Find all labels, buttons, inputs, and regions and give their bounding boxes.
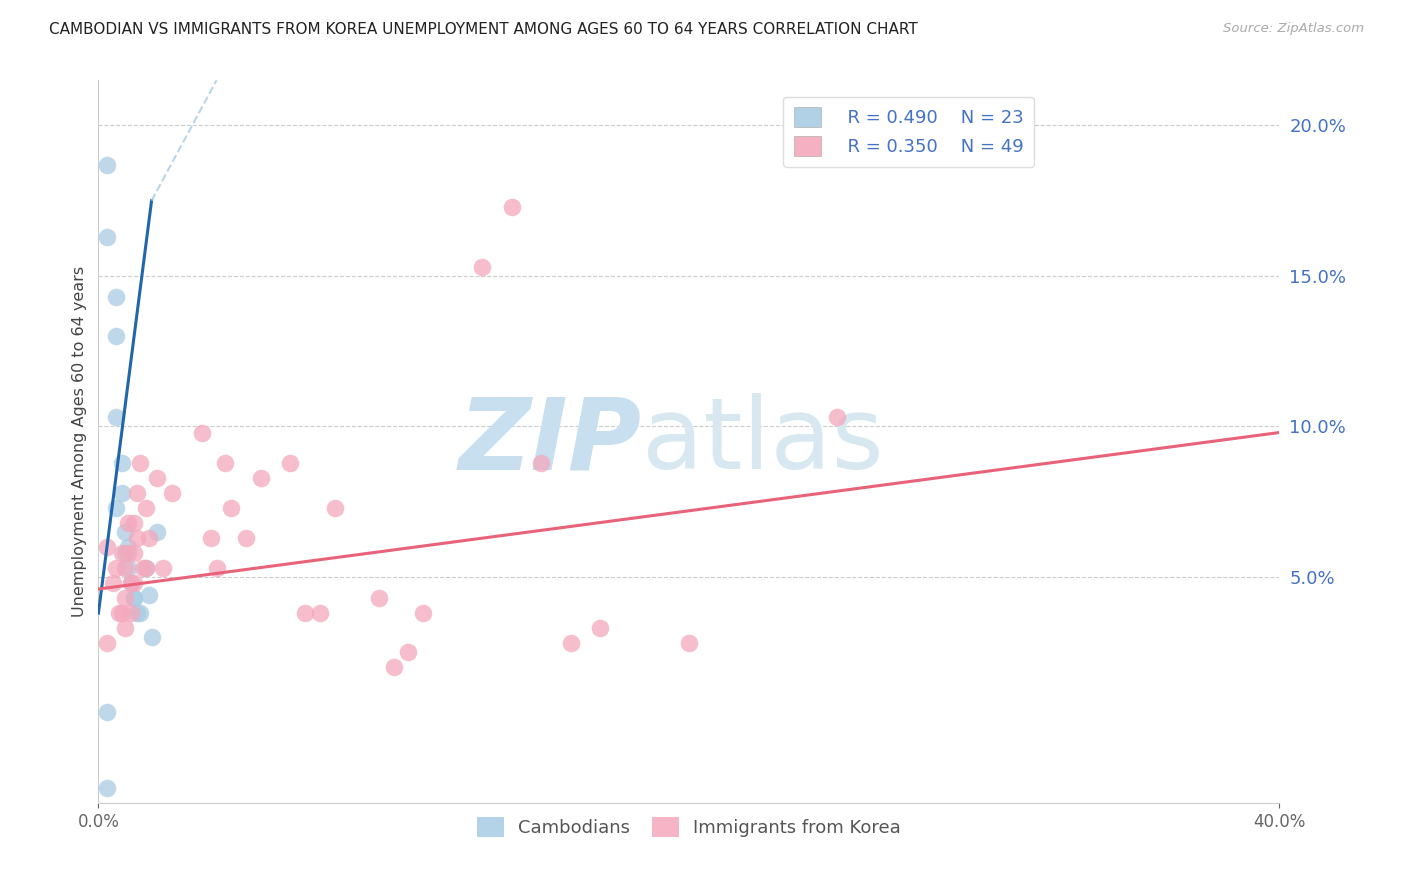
Point — [114, 591, 136, 606]
Point — [135, 500, 157, 515]
Y-axis label: Unemployment Among Ages 60 to 64 years: Unemployment Among Ages 60 to 64 years — [72, 266, 87, 617]
Point — [589, 621, 612, 635]
Point — [105, 290, 128, 304]
Point — [128, 606, 150, 620]
Point — [125, 485, 148, 500]
Point — [135, 561, 157, 575]
Point — [125, 606, 148, 620]
Point — [114, 546, 136, 560]
Point — [235, 531, 257, 545]
Point — [146, 470, 169, 484]
Point — [103, 576, 125, 591]
Point — [122, 576, 145, 591]
Point — [138, 588, 160, 602]
Point — [122, 591, 145, 606]
Point — [96, 706, 118, 720]
Point — [105, 329, 128, 343]
Point — [382, 660, 405, 674]
Point — [120, 576, 142, 591]
Point — [120, 606, 142, 620]
Point — [205, 561, 228, 575]
Text: atlas: atlas — [641, 393, 883, 490]
Point — [114, 561, 136, 575]
Point — [111, 456, 134, 470]
Point — [368, 591, 391, 606]
Point — [122, 591, 145, 606]
Point — [111, 485, 134, 500]
Point — [96, 229, 118, 244]
Point — [96, 540, 118, 554]
Point — [309, 606, 332, 620]
Point — [294, 606, 316, 620]
Point — [105, 561, 128, 575]
Point — [214, 456, 236, 470]
Point — [132, 561, 155, 575]
Point — [141, 630, 163, 644]
Point — [114, 524, 136, 539]
Point — [105, 500, 128, 515]
Point — [221, 500, 243, 515]
Text: Source: ZipAtlas.com: Source: ZipAtlas.com — [1223, 22, 1364, 36]
Point — [250, 470, 273, 484]
Point — [111, 546, 134, 560]
Point — [96, 157, 118, 171]
Point — [398, 645, 420, 659]
Point — [122, 546, 145, 560]
Point — [117, 516, 139, 530]
Legend: Cambodians, Immigrants from Korea: Cambodians, Immigrants from Korea — [470, 810, 908, 845]
Point — [96, 636, 118, 650]
Text: CAMBODIAN VS IMMIGRANTS FROM KOREA UNEMPLOYMENT AMONG AGES 60 TO 64 YEARS CORREL: CAMBODIAN VS IMMIGRANTS FROM KOREA UNEMP… — [49, 22, 918, 37]
Point — [111, 606, 134, 620]
Point — [191, 425, 214, 440]
Point — [471, 260, 494, 274]
Text: ZIP: ZIP — [458, 393, 641, 490]
Point — [125, 531, 148, 545]
Point — [280, 456, 302, 470]
Point — [128, 456, 150, 470]
Point — [825, 410, 848, 425]
Point — [200, 531, 222, 545]
Point — [501, 200, 523, 214]
Point — [412, 606, 434, 620]
Point — [96, 780, 118, 795]
Point — [162, 485, 183, 500]
Point — [560, 636, 582, 650]
Point — [323, 500, 346, 515]
Point — [530, 456, 553, 470]
Point — [117, 561, 139, 575]
Point — [120, 576, 142, 591]
Point — [117, 540, 139, 554]
Point — [678, 636, 700, 650]
Point — [135, 561, 157, 575]
Point — [152, 561, 174, 575]
Point — [122, 516, 145, 530]
Point — [114, 621, 136, 635]
Point — [105, 410, 128, 425]
Point — [146, 524, 169, 539]
Point — [138, 531, 160, 545]
Point — [117, 546, 139, 560]
Point — [108, 606, 131, 620]
